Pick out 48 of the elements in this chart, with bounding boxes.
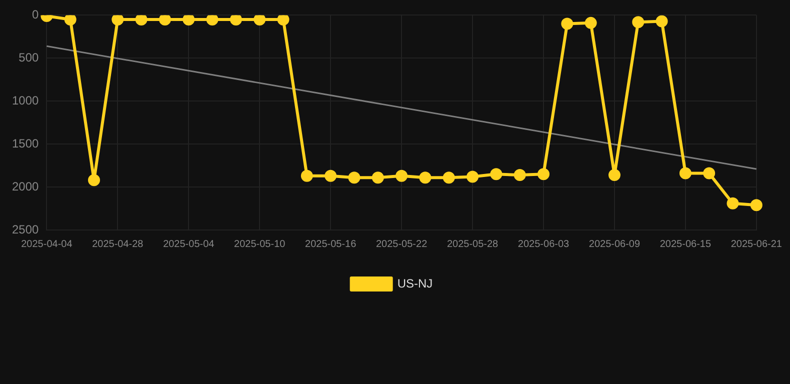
point <box>112 15 124 26</box>
x-tick-label: 2025-06-15 <box>660 238 712 250</box>
point <box>254 15 266 26</box>
x-tick-label: 2025-05-22 <box>376 238 428 250</box>
point <box>632 16 644 28</box>
point <box>182 15 195 26</box>
point <box>726 197 739 210</box>
point <box>64 15 76 26</box>
x-tick-label: 2025-06-09 <box>588 238 640 250</box>
x-tick-label: 2025-05-04 <box>163 238 215 250</box>
point <box>608 169 620 182</box>
point <box>656 15 668 28</box>
point <box>206 15 218 26</box>
y-tick-label: 1500 <box>12 136 40 150</box>
point <box>514 169 526 182</box>
point <box>419 172 432 184</box>
point <box>442 172 455 184</box>
point <box>703 167 716 180</box>
x-tick-label: 2025-05-16 <box>305 238 357 250</box>
point <box>561 18 574 30</box>
point <box>324 170 337 182</box>
point <box>158 15 171 26</box>
point <box>88 174 100 186</box>
x-tick-label: 2025-06-21 <box>730 238 782 250</box>
y-tick-label: 0 <box>32 8 40 22</box>
y-tick-label: 500 <box>18 50 40 64</box>
legend-label: US-NJ <box>397 276 433 290</box>
point <box>300 170 313 182</box>
x-tick-label: 2025-05-10 <box>234 238 286 250</box>
point <box>538 168 550 180</box>
x-tick-label: 2025-04-04 <box>21 238 73 250</box>
point <box>396 170 408 182</box>
point <box>372 172 384 184</box>
point <box>277 15 290 26</box>
point <box>750 199 762 212</box>
y-tick-label: 2500 <box>12 222 40 236</box>
point <box>490 168 502 180</box>
x-tick-label: 2025-04-28 <box>92 238 144 250</box>
point <box>679 167 692 180</box>
x-tick-label: 2025-05-28 <box>446 238 499 250</box>
y-tick-label: 1000 <box>12 93 40 108</box>
point <box>348 172 360 184</box>
point <box>135 15 148 26</box>
point <box>230 15 242 26</box>
point <box>466 170 479 183</box>
y-tick-label: 2000 <box>12 179 40 194</box>
point <box>584 16 597 29</box>
x-tick-label: 2025-06-03 <box>518 238 570 250</box>
